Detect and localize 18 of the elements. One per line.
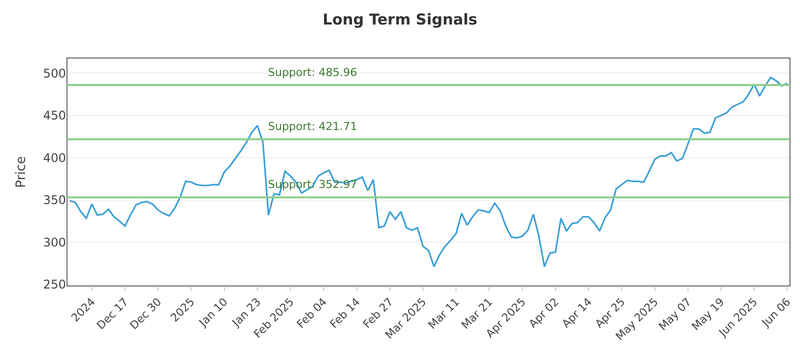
x-tick-label: Feb 04 [294, 296, 330, 331]
y-tick-label: 350 [43, 193, 66, 208]
x-tick-label: Apr 02 [526, 296, 562, 331]
y-tick-label: 300 [43, 235, 66, 250]
ref-line-label: Support: 485.96 [268, 66, 358, 79]
y-tick-label: 400 [43, 150, 66, 165]
x-tick-label: Mar 11 [426, 296, 462, 332]
y-tick-label: 250 [43, 278, 66, 292]
x-tick-label: Apr 14 [560, 296, 595, 331]
y-tick-label: 450 [43, 108, 66, 123]
chart-title: Long Term Signals [322, 10, 478, 28]
x-tick-label: Jun 06 [758, 296, 794, 330]
x-tick-label: Feb 14 [327, 296, 363, 331]
y-axis-title: Price [14, 156, 30, 188]
y-tick-label: 500 [43, 66, 66, 80]
ref-line-label: Support: 421.71 [268, 120, 358, 133]
line-series [68, 76, 788, 268]
x-tick-label: Jan 10 [196, 296, 230, 330]
